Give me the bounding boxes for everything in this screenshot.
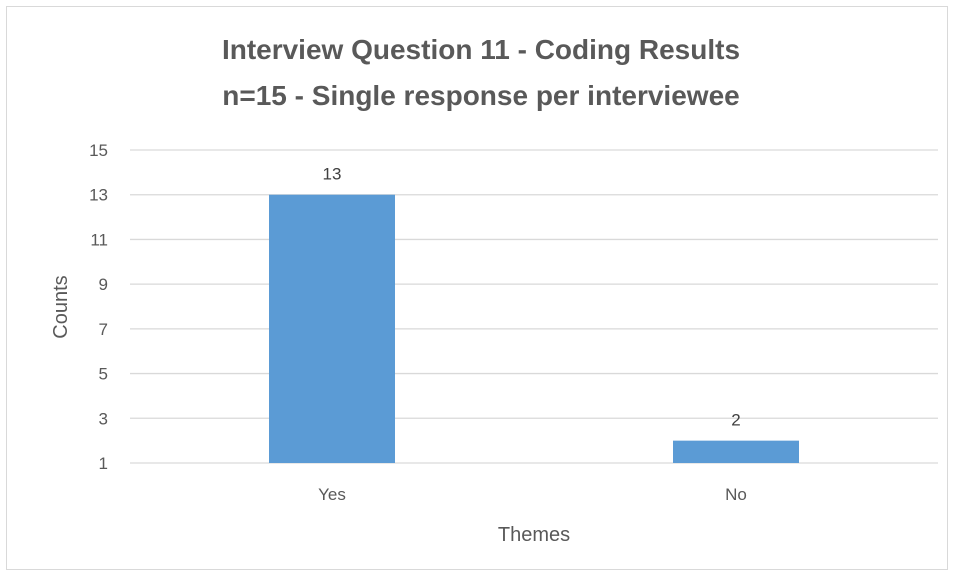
x-tick-label-no: No bbox=[725, 485, 747, 504]
data-labels: 13 2 bbox=[323, 165, 741, 430]
data-label-no: 2 bbox=[731, 411, 740, 430]
y-tick-label-7: 7 bbox=[99, 320, 108, 339]
y-tick-label-9: 9 bbox=[99, 275, 108, 294]
y-tick-label-5: 5 bbox=[99, 365, 108, 384]
y-tick-label-3: 3 bbox=[99, 409, 108, 428]
x-tick-label-yes: Yes bbox=[318, 485, 346, 504]
chart-title: Interview Question 11 - Coding Results bbox=[222, 34, 740, 65]
bars bbox=[269, 194, 799, 463]
bar-yes bbox=[269, 194, 395, 463]
y-tick-label-15: 15 bbox=[89, 141, 108, 160]
chart-frame bbox=[6, 6, 948, 570]
x-axis-title: Themes bbox=[498, 524, 570, 546]
y-tick-label-11: 11 bbox=[90, 230, 108, 249]
y-axis-title: Counts bbox=[50, 275, 72, 338]
chart-subtitle: n=15 - Single response per interviewee bbox=[222, 80, 739, 111]
x-axis-ticks: Yes No bbox=[318, 485, 747, 504]
bar-no bbox=[673, 440, 799, 463]
gridlines bbox=[130, 149, 938, 464]
y-tick-label-13: 13 bbox=[89, 186, 108, 205]
y-tick-label-1: 1 bbox=[99, 454, 108, 473]
data-label-yes: 13 bbox=[323, 165, 342, 184]
